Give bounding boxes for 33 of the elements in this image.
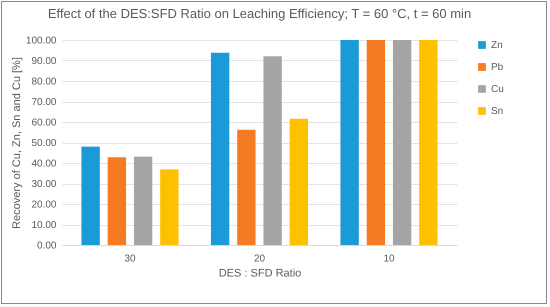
bar bbox=[263, 56, 282, 245]
y-tick-label: 70.00 bbox=[31, 97, 57, 108]
x-tick-label: 30 bbox=[124, 254, 136, 264]
bar bbox=[134, 156, 152, 245]
y-tick-label: 0.00 bbox=[37, 240, 57, 252]
y-tick-label: 80.00 bbox=[31, 76, 57, 88]
chart-title: Effect of the DES:SFD Ratio on Leaching Efficiency; T = 60 °C, t = 60 min bbox=[48, 6, 472, 21]
y-tick-label: 90.00 bbox=[31, 56, 57, 67]
y-tick-label: 50.00 bbox=[31, 138, 57, 149]
bar bbox=[108, 157, 126, 245]
legend-label: Cu bbox=[491, 84, 504, 95]
y-tick-label: 30.00 bbox=[31, 179, 57, 190]
bar bbox=[237, 130, 256, 245]
legend-label: Zn bbox=[491, 40, 503, 51]
bar bbox=[419, 40, 438, 245]
y-tick-label: 20.00 bbox=[31, 200, 57, 210]
bar bbox=[210, 52, 230, 245]
y-tick-label: 40.00 bbox=[31, 158, 57, 170]
y-tick-label: 100.00 bbox=[26, 36, 57, 46]
x-axis-title: DES : SFD Ratio bbox=[218, 268, 302, 280]
legend-label: Sn bbox=[491, 106, 504, 117]
y-tick-label: 10.00 bbox=[31, 220, 57, 231]
legend-label: Pb bbox=[491, 62, 504, 73]
x-tick-label: 20 bbox=[254, 254, 266, 264]
y-tick-label: 60.00 bbox=[31, 118, 57, 128]
x-tick-label: 10 bbox=[383, 254, 396, 264]
bar bbox=[340, 40, 359, 245]
bar bbox=[81, 146, 100, 245]
bar bbox=[366, 40, 386, 245]
y-axis-title: Recovery of Cu, Zn, Sn and Cu [%] bbox=[10, 57, 23, 229]
bar bbox=[160, 169, 179, 245]
bar bbox=[392, 40, 412, 245]
bar bbox=[290, 118, 308, 245]
